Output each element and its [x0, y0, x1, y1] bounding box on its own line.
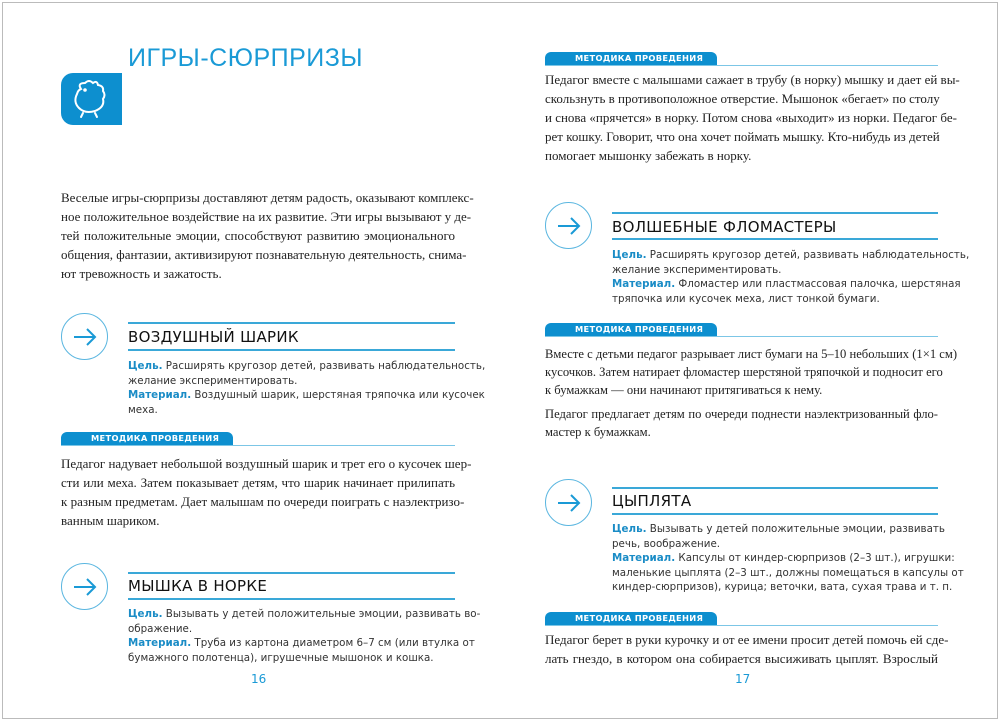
goal-label: Цель.	[128, 360, 163, 372]
method-paragraph: Педагог вместе с малышами сажает в трубу…	[545, 70, 960, 165]
divider	[128, 572, 455, 574]
text-line: мастер к бумажкам.	[545, 425, 651, 439]
material-label: Материал.	[128, 389, 192, 401]
divider	[545, 625, 938, 626]
text-line: Расширять кругозор детей, развивать набл…	[165, 360, 486, 372]
text-line: Вызывать у детей положительные эмоции, р…	[165, 608, 481, 620]
text-line: меха.	[128, 403, 158, 416]
text-line: Вместе с детьми педагог разрывает лист б…	[545, 347, 958, 361]
text-line: рет кошку. Говорит, что она хочет поймат…	[545, 129, 940, 144]
text-line: к бумажкам — они начинают притягиваться …	[545, 383, 823, 397]
text-line: кусочков. Затем натирает фломастер шерст…	[545, 365, 943, 379]
text-line: речь, воображение.	[612, 537, 721, 550]
text-line: Веселые игры-сюрпризы доставляют детям р…	[61, 190, 474, 205]
text-line: бумажного полотенца), игрушечные мышонок…	[128, 651, 434, 664]
text-line: Расширять кругозор детей, развивать набл…	[649, 249, 970, 261]
text-line: Воздушный шарик, шерстяная тряпочка или …	[194, 389, 485, 401]
arrow-right-icon	[61, 563, 108, 610]
game-details: Цель. Вызывать у детей положительные эмо…	[128, 607, 480, 665]
text-line: ное положительное воздействие на их разв…	[61, 209, 472, 224]
material-label: Материал.	[612, 552, 676, 564]
game-details: Цель. Расширять кругозор детей, развиват…	[128, 359, 485, 417]
text-line: желание экспериментировать.	[612, 263, 782, 276]
text-line: желание экспериментировать.	[128, 374, 298, 387]
text-line: Капсулы от киндер-сюрпризов (2–3 шт.), и…	[678, 552, 955, 564]
arrow-right-icon	[545, 202, 592, 249]
divider	[128, 349, 455, 351]
text-line: тей положительные эмоции, способствуют р…	[61, 228, 455, 243]
text-line: Фломастер или пластмассовая палочка, шер…	[678, 278, 961, 290]
text-line: ванным шариком.	[61, 513, 160, 528]
text-line: к разным предметам. Дает малышам по очер…	[61, 494, 465, 509]
method-paragraph: Педагог берет в руки курочку и от ее име…	[545, 630, 949, 668]
page-number: 16	[251, 672, 267, 686]
text-line: Педагог вместе с малышами сажает в трубу…	[545, 72, 960, 87]
text-line: Педагог надувает небольшой воздушный шар…	[61, 456, 472, 471]
divider	[612, 212, 938, 214]
arrow-right-icon	[61, 313, 108, 360]
method-tab: МЕТОДИКА ПРОВЕДЕНИЯ	[545, 52, 717, 65]
text-line: Педагог предлагает детям по очереди подн…	[545, 407, 938, 421]
intro-paragraph: Веселые игры-сюрпризы доставляют детям р…	[61, 188, 474, 283]
text-line: скользнуть в противоположное отверстие. …	[545, 91, 940, 106]
divider	[61, 445, 455, 446]
text-line: ображение.	[128, 622, 193, 635]
text-line: Педагог берет в руки курочку и от ее име…	[545, 632, 949, 647]
method-tab: МЕТОДИКА ПРОВЕДЕНИЯ	[545, 323, 717, 336]
arrow-right-icon	[545, 479, 592, 526]
text-line: киндер-сюрпризов), курица; веточки, вата…	[612, 581, 953, 593]
game-details: Цель. Вызывать у детей положительные эмо…	[612, 522, 964, 595]
method-tab: МЕТОДИКА ПРОВЕДЕНИЯ	[61, 432, 233, 445]
divider	[128, 322, 455, 324]
text-line: сти или меха. Затем показывает детям, чт…	[61, 475, 455, 490]
method-tab: МЕТОДИКА ПРОВЕДЕНИЯ	[545, 612, 717, 625]
goal-label: Цель.	[612, 523, 647, 535]
divider	[545, 65, 938, 66]
page-number: 17	[735, 672, 751, 686]
chapter-title: ИГРЫ-СЮРПРИЗЫ	[128, 44, 363, 72]
game-title: ВОЛШЕБНЫЕ ФЛОМАСТЕРЫ	[612, 218, 837, 236]
text-line: лать гнездо, в котором она собирается вы…	[545, 651, 938, 666]
game-title: МЫШКА В НОРКЕ	[128, 577, 268, 595]
divider	[612, 238, 938, 240]
text-line: Труба из картона диаметром 6–7 см (или в…	[194, 637, 475, 649]
goal-label: Цель.	[128, 608, 163, 620]
text-line: ют тревожность и зажатость.	[61, 266, 222, 281]
text-line: тряпочка или кусочек меха, лист тонкой б…	[612, 292, 880, 305]
divider	[612, 513, 938, 515]
material-label: Материал.	[128, 637, 192, 649]
game-details: Цель. Расширять кругозор детей, развиват…	[612, 248, 969, 306]
method-paragraph: Педагог надувает небольшой воздушный шар…	[61, 454, 472, 530]
divider	[612, 487, 938, 489]
game-title: ЦЫПЛЯТА	[612, 492, 692, 510]
goal-label: Цель.	[612, 249, 647, 261]
text-line: Вызывать у детей положительные эмоции, р…	[649, 523, 945, 535]
material-label: Материал.	[612, 278, 676, 290]
text-line: и снова «прячется» в норку. Потом снова …	[545, 110, 957, 125]
text-line: помогает мышонку забежать в норку.	[545, 148, 752, 163]
game-title: ВОЗДУШНЫЙ ШАРИК	[128, 328, 299, 346]
text-line: общения, фантазии, активизируют познават…	[61, 247, 467, 262]
method-paragraph: Вместе с детьми педагог разрывает лист б…	[545, 345, 958, 441]
divider	[128, 598, 455, 600]
chick-icon	[61, 73, 122, 125]
text-line: маленькие цыплята (2–3 шт., должны помещ…	[612, 566, 964, 579]
divider	[545, 336, 938, 337]
